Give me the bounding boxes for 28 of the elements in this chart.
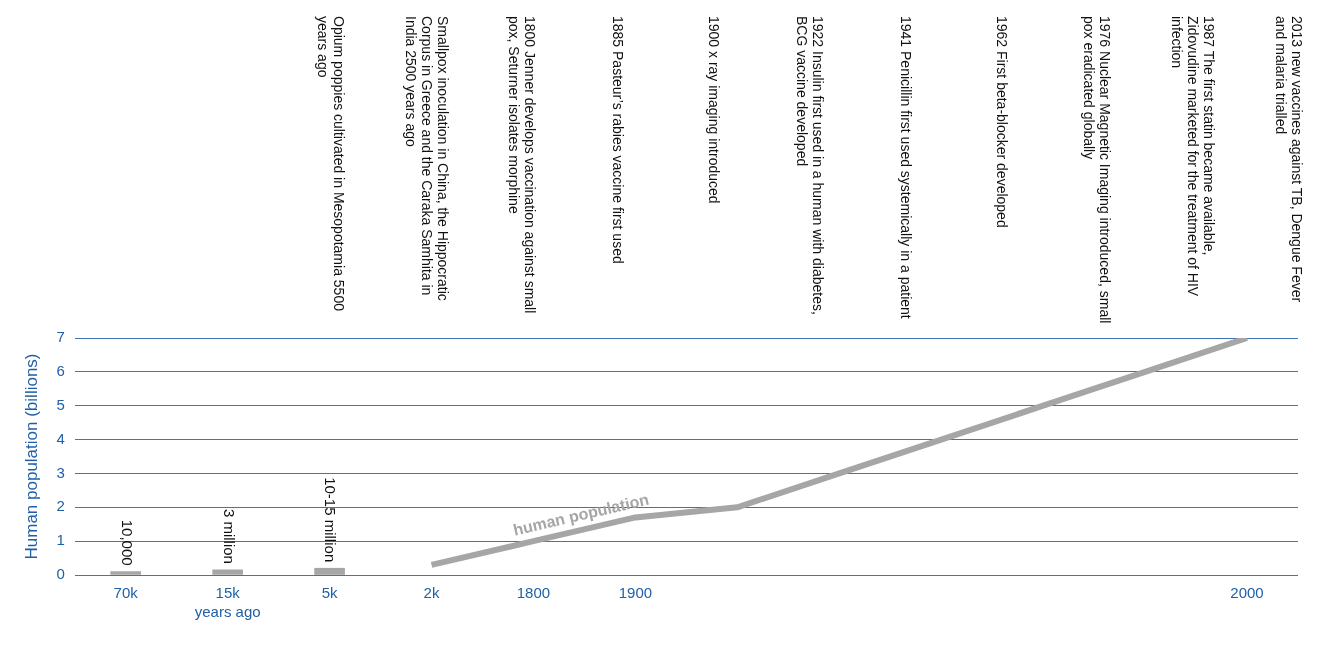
text: 1987 The first statin became available, Zidovudine marketed for the treatment of HIV infection [1169, 16, 1218, 297]
x-tick-label: 1800 [516, 584, 551, 602]
text: 1900 x ray imaging introduced [706, 16, 723, 204]
x-tick-label: 5k [321, 584, 339, 602]
y-tick-label: 3 [56, 463, 65, 481]
x-tick-label: 2k [423, 584, 440, 602]
x-tick-label: 70k [113, 584, 139, 602]
y-tick-label: 2 [56, 497, 65, 515]
annotation: 10,000 [118, 519, 136, 566]
annotation: 10-15 million [322, 477, 340, 563]
text: Opium poppies cultivated in Mesopotamia 5500 years ago [314, 16, 347, 312]
y-axis-title: Human population (billions) [21, 353, 41, 560]
text: 1962 First beta-blocker developed [993, 16, 1010, 228]
y-tick-label: 1 [56, 531, 65, 549]
x-tick-label: 15k [215, 584, 241, 602]
x-tick-label: 2000 [1230, 584, 1264, 602]
y-tick-label: 0 [56, 565, 65, 583]
x-tick-label: 1900 [618, 584, 653, 602]
text: 1976 Nuclear Magnetic Imaging introduced, small pox eradicated globally [1081, 16, 1114, 324]
text: 1885 Pasteur’s rabies vaccine first used [610, 16, 627, 264]
x-axis-title: years ago [194, 602, 261, 620]
y-tick-label: 5 [56, 395, 65, 413]
y-tick-label: 6 [56, 362, 65, 379]
text: 1922 Insulin first used in a human with diabetes, BCG vaccine developed [793, 16, 826, 315]
y-tick-label: 4 [56, 429, 65, 447]
annotation: 3 million [220, 508, 238, 564]
text: 1941 Penicillin first used systemically in a patient [897, 16, 914, 319]
y-tick-label: 7 [56, 328, 65, 346]
